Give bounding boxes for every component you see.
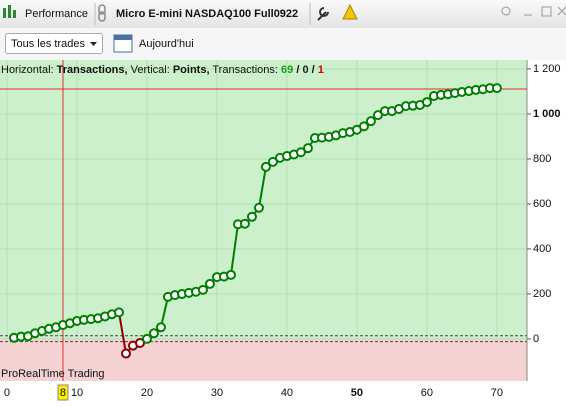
x-tick-label: 0 bbox=[4, 387, 10, 399]
y-tick-label: 0 bbox=[533, 333, 539, 345]
trade-point bbox=[143, 335, 151, 343]
x-tick-label: 70 bbox=[491, 387, 503, 399]
trade-point bbox=[493, 84, 501, 92]
x-tick-label: 20 bbox=[141, 387, 153, 399]
trade-point bbox=[423, 98, 431, 106]
trade-point bbox=[157, 323, 165, 331]
y-tick-label: 1 200 bbox=[533, 63, 561, 75]
header-part: Horizontal: bbox=[1, 64, 54, 76]
trade-point bbox=[206, 280, 214, 288]
header-part: Transactions: bbox=[212, 64, 278, 76]
watermark: ProRealTime Trading bbox=[1, 368, 105, 380]
trade-point bbox=[150, 329, 158, 337]
trade-point bbox=[367, 117, 375, 125]
x-tick-label: 50 bbox=[351, 387, 363, 399]
header-part: 69 bbox=[281, 64, 293, 76]
trade-point bbox=[255, 204, 263, 212]
y-tick-label: 1 000 bbox=[533, 108, 561, 120]
chart-header: Horizontal: Transactions, Vertical: Poin… bbox=[1, 64, 324, 76]
tab-label[interactable]: Performance bbox=[25, 8, 88, 20]
calendar-icon[interactable] bbox=[114, 35, 132, 52]
header-part: Transactions, bbox=[57, 64, 128, 76]
trade-point bbox=[304, 144, 312, 152]
period-label[interactable]: Aujourd'hui bbox=[139, 38, 194, 50]
trade-point bbox=[227, 271, 235, 279]
header-part: 0 bbox=[302, 64, 308, 76]
filter-label: Tous les trades bbox=[11, 38, 85, 50]
header-part: 1 bbox=[318, 64, 324, 76]
y-tick-label: 600 bbox=[533, 198, 551, 210]
header-part: Points, bbox=[173, 64, 210, 76]
y-tick-label: 400 bbox=[533, 243, 551, 255]
trade-point bbox=[199, 286, 207, 294]
x-tick-label: 40 bbox=[281, 387, 293, 399]
trade-point bbox=[241, 220, 249, 228]
instrument[interactable]: Micro E-mini NASDAQ100 Full0922 bbox=[116, 8, 298, 20]
x-tick-label: 60 bbox=[421, 387, 433, 399]
x-tick-label: 30 bbox=[211, 387, 223, 399]
crosshair-label: 8 bbox=[60, 387, 66, 399]
trade-point bbox=[248, 213, 256, 221]
y-tick-label: 800 bbox=[533, 153, 551, 165]
positive-zone bbox=[0, 60, 527, 339]
x-tick-label: 10 bbox=[71, 387, 83, 399]
header-part: Vertical: bbox=[131, 64, 170, 76]
trade-point bbox=[115, 308, 123, 316]
header-part: / bbox=[312, 64, 315, 76]
header-part: / bbox=[296, 64, 299, 76]
trade-point bbox=[122, 350, 130, 358]
y-tick-label: 200 bbox=[533, 288, 551, 300]
